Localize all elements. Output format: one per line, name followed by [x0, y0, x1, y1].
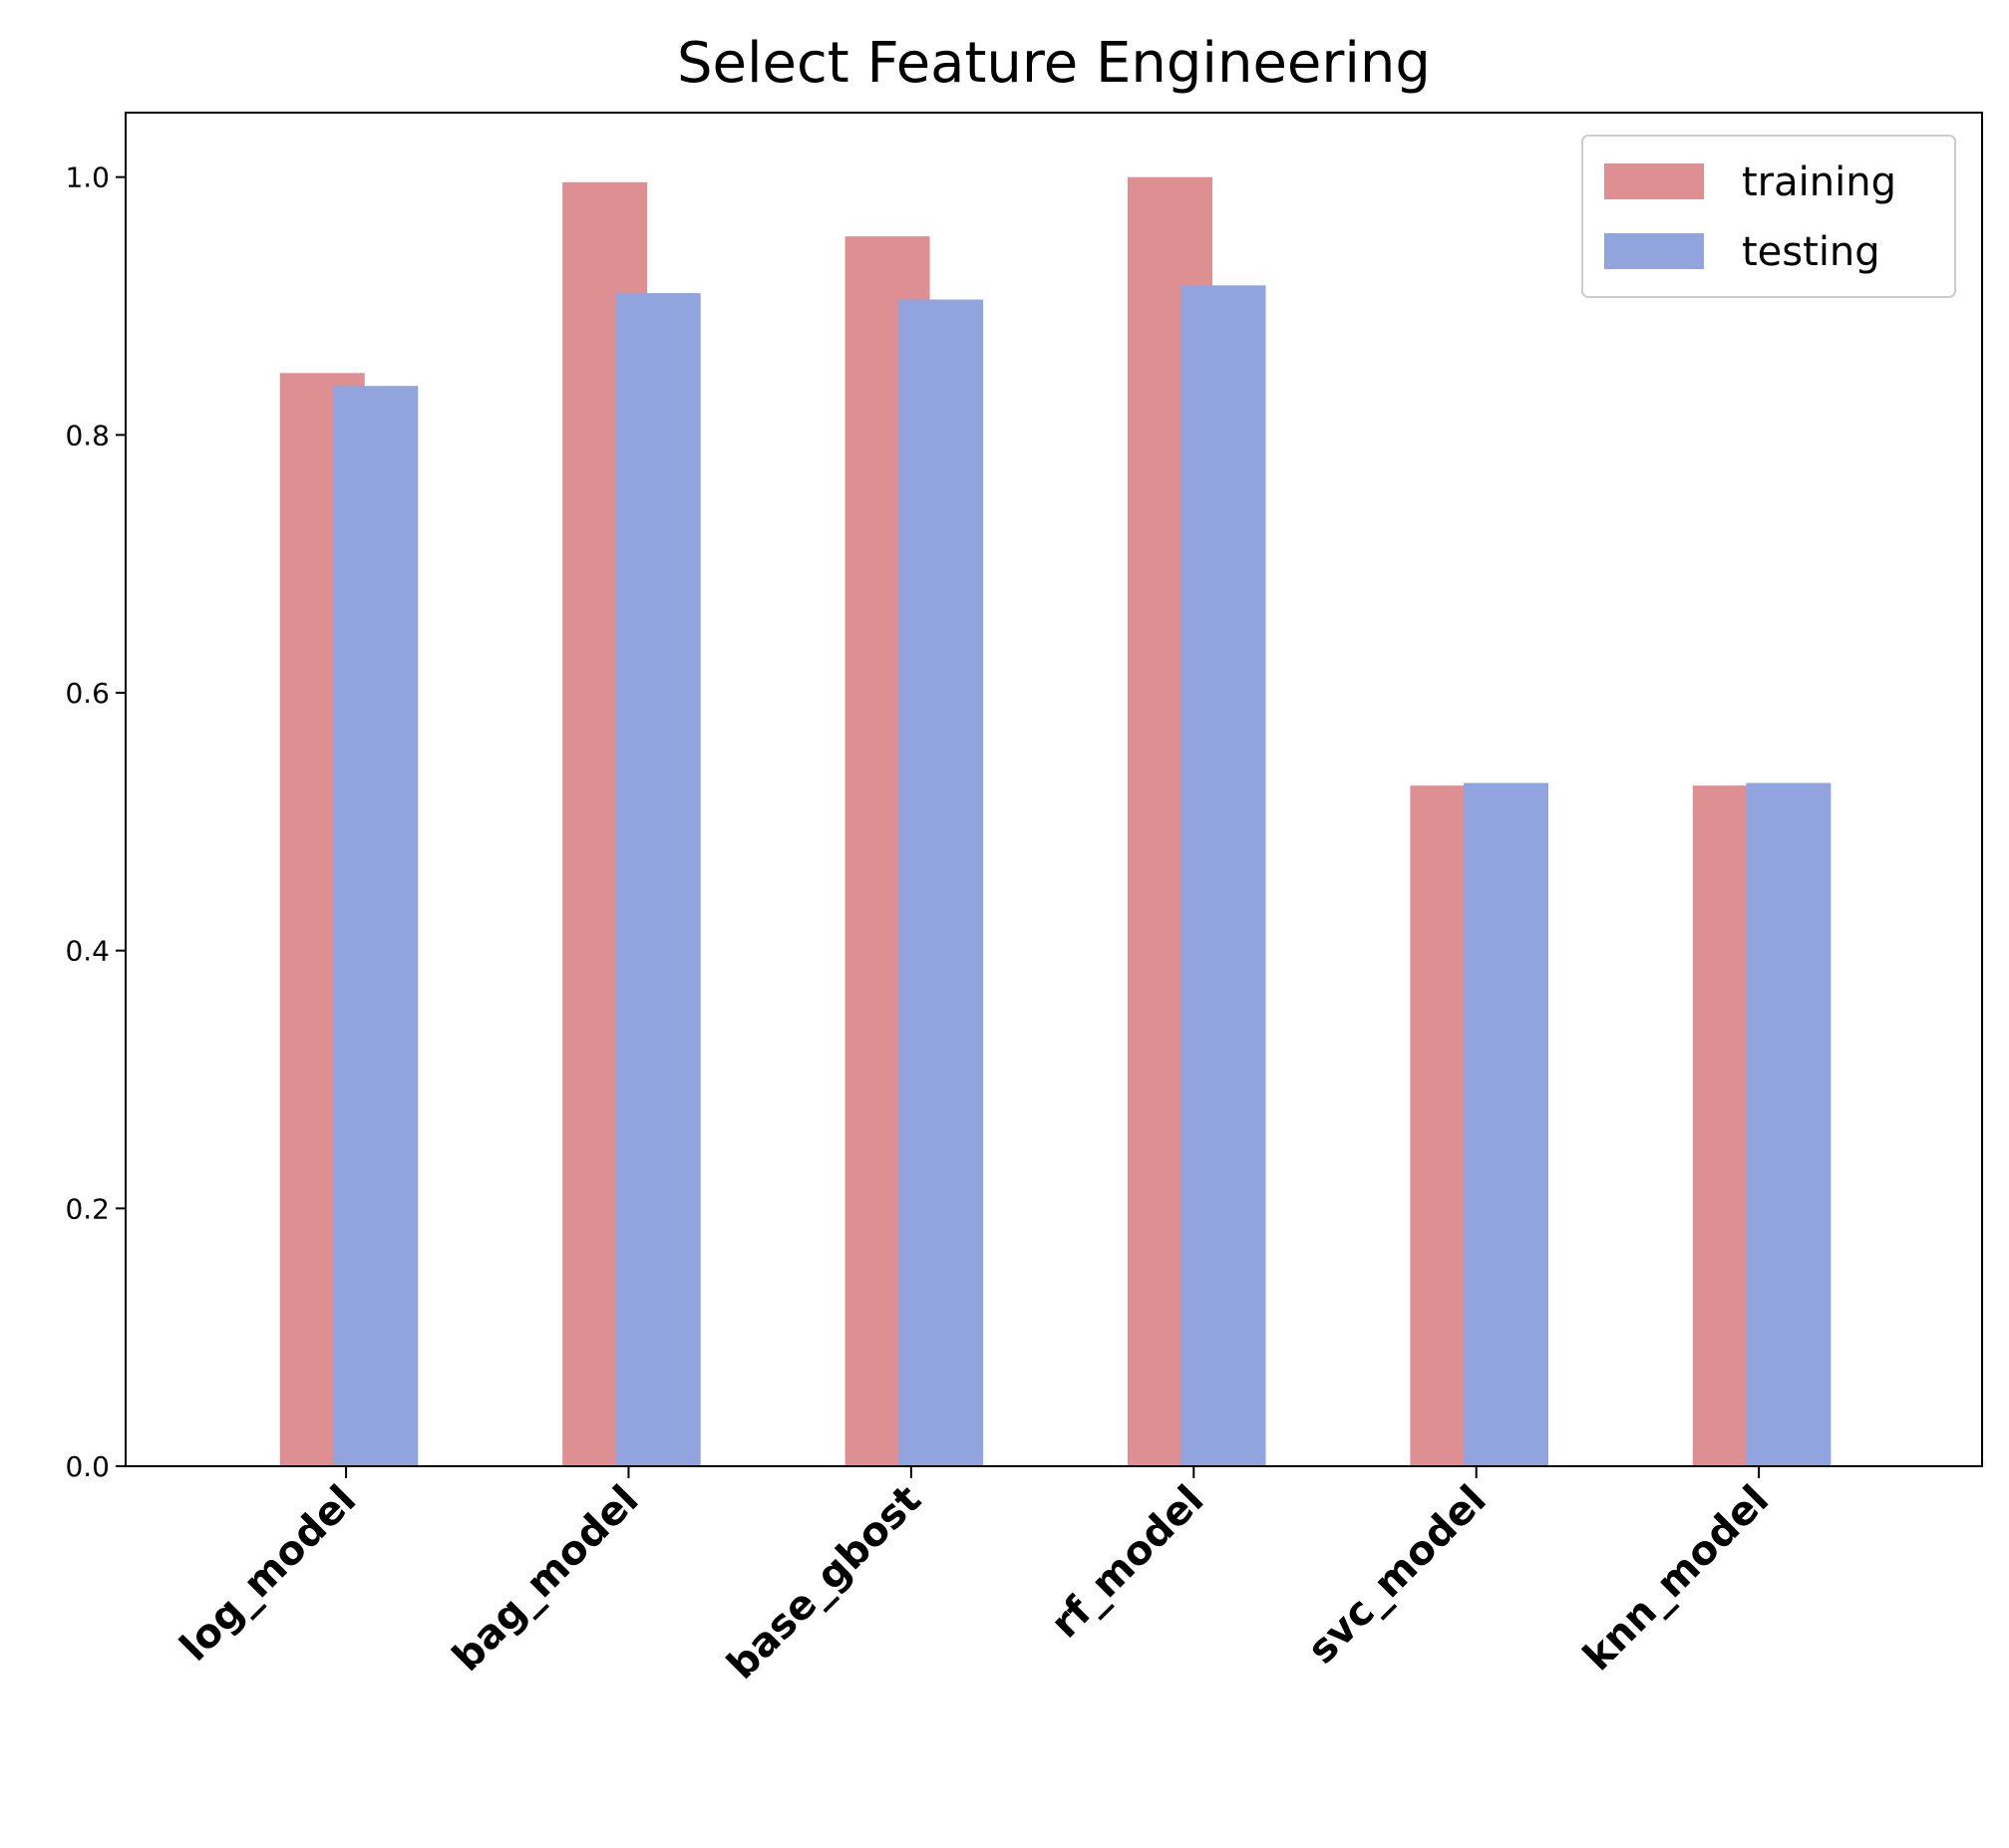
y-tick-label: 1.0 [65, 161, 110, 194]
bar-testing-knn_model [1746, 782, 1832, 1466]
legend-swatch-testing [1604, 233, 1704, 269]
bar-testing-svc_model [1463, 782, 1548, 1466]
legend: training testing [1581, 135, 1956, 298]
chart-title: Select Feature Engineering [677, 31, 1431, 96]
bar-testing-log_model [333, 386, 419, 1467]
bar-testing-base_gbost [898, 299, 984, 1466]
legend-swatch-training [1604, 163, 1704, 199]
y-axis: 0.0 0.2 0.4 0.6 0.8 1.0 [65, 161, 126, 1483]
x-tick-label: rf_model [1042, 1477, 1212, 1648]
legend-label-testing: testing [1742, 229, 1880, 275]
y-tick-label: 0.2 [65, 1192, 110, 1225]
bars-group [279, 176, 1832, 1467]
y-tick-label: 0.6 [65, 677, 110, 710]
x-tick-label: base_gbost [719, 1477, 930, 1689]
legend-label-training: training [1742, 159, 1896, 205]
plot-frame [125, 112, 1983, 1467]
bar-testing-rf_model [1180, 285, 1266, 1467]
bar-testing-bag_model [615, 293, 701, 1467]
x-tick-label: bag_model [444, 1477, 647, 1681]
y-tick-label: 0.4 [65, 935, 110, 968]
x-tick-label: svc_model [1299, 1477, 1496, 1674]
x-tick-label: knn_model [1574, 1477, 1778, 1681]
y-tick-label: 0.8 [65, 419, 110, 452]
x-axis: log_model bag_model base_gbost rf_model svc_… [171, 1466, 1778, 1689]
x-tick-label: log_model [171, 1477, 365, 1671]
y-tick-label: 0.0 [65, 1450, 110, 1483]
